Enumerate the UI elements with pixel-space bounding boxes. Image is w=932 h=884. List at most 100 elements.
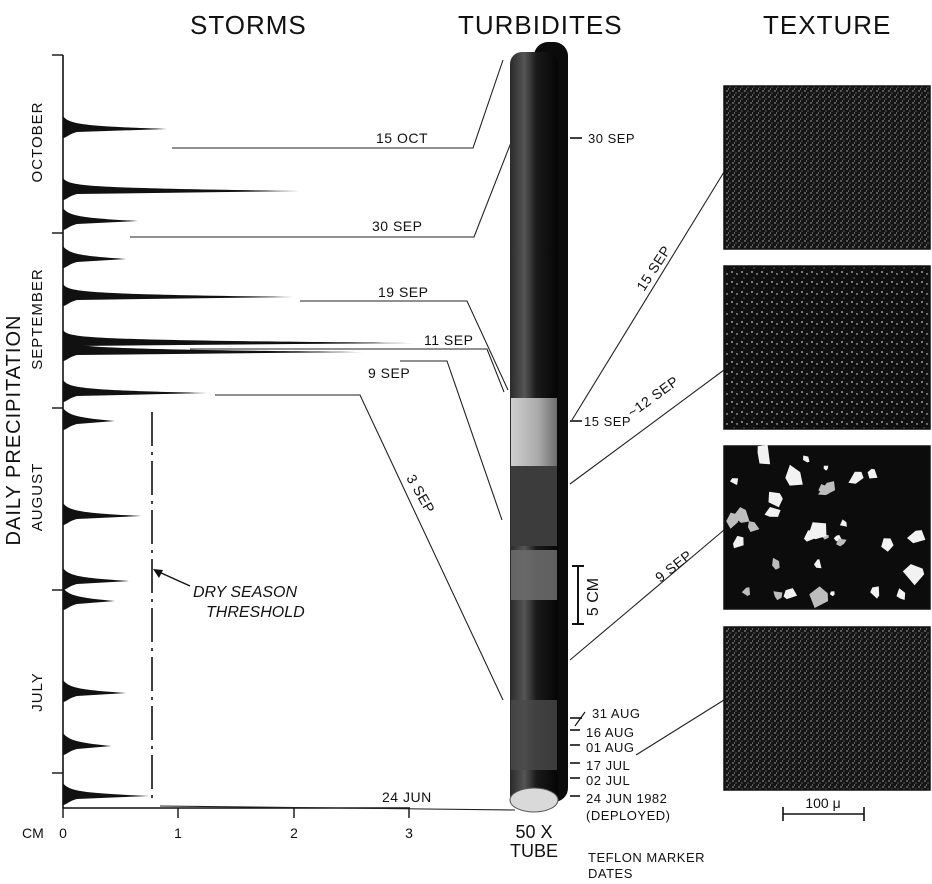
label-15-oct: 15 OCT bbox=[376, 130, 428, 146]
storm-peak-10 bbox=[63, 330, 415, 352]
footer-line1: TEFLON MARKER bbox=[588, 850, 705, 865]
label-11-sep: 11 SEP bbox=[424, 332, 473, 348]
threshold-label-line1: DRY SEASON bbox=[193, 584, 297, 601]
sediment-grain bbox=[757, 444, 771, 465]
turbidite-band-base bbox=[511, 700, 557, 770]
marker-02-jul: 02 JUL bbox=[586, 773, 630, 788]
texture-label-9-sep: 9 SEP bbox=[652, 547, 695, 586]
sediment-grain bbox=[907, 530, 926, 544]
sediment-grain bbox=[773, 591, 783, 601]
sediment-grain bbox=[726, 512, 741, 529]
x-tick-0: 0 bbox=[59, 825, 67, 841]
threshold-arrow bbox=[158, 571, 191, 587]
texture-panel-2 bbox=[723, 265, 931, 430]
storm-peak-7 bbox=[63, 408, 115, 430]
texture-panels bbox=[723, 85, 931, 791]
core-bottom bbox=[509, 787, 559, 813]
turbidite-core bbox=[509, 42, 568, 813]
tube-label-line2: TUBE bbox=[510, 841, 558, 861]
texture-label-12-sep: ~12 SEP bbox=[624, 373, 681, 421]
storm-peak-1 bbox=[63, 783, 150, 805]
marker-01-aug: 01 AUG bbox=[586, 740, 635, 755]
marker-deployed: (DEPLOYED) bbox=[586, 808, 670, 823]
texture-connectors bbox=[569, 171, 725, 756]
storm-connectors bbox=[130, 59, 516, 811]
month-october: OCTOBER bbox=[29, 102, 46, 183]
sediment-grain bbox=[785, 464, 803, 486]
marker-31-aug: 31 AUG bbox=[592, 706, 641, 721]
sediment-grain bbox=[848, 471, 864, 484]
storm-peak-12 bbox=[63, 246, 127, 268]
label-24-jun: 24 JUN bbox=[382, 789, 432, 805]
sediment-grain bbox=[829, 591, 835, 597]
storm-peak-15 bbox=[63, 116, 167, 138]
x-tick-3: 3 bbox=[405, 825, 413, 841]
label-19-sep: 19 SEP bbox=[378, 284, 428, 300]
aug-marker-bracket bbox=[574, 711, 586, 727]
sediment-grain bbox=[730, 478, 739, 485]
sediment-grain bbox=[814, 559, 822, 569]
storm-peak-13 bbox=[63, 208, 139, 230]
texture-grains bbox=[726, 444, 926, 608]
core-scale-bar bbox=[572, 565, 584, 625]
title-turbidites: TURBIDITES bbox=[458, 10, 623, 40]
sediment-grain bbox=[783, 588, 798, 600]
storm-peak-3 bbox=[63, 680, 127, 702]
month-july: JULY bbox=[29, 672, 46, 712]
x-tick-1: 1 bbox=[174, 825, 182, 841]
threshold-label-line2: THRESHOLD bbox=[206, 604, 305, 621]
marker-16-aug: 16 AUG bbox=[586, 725, 635, 740]
sediment-grain bbox=[747, 521, 760, 532]
storm-peaks bbox=[63, 116, 415, 805]
texture-panel-4 bbox=[723, 626, 931, 791]
texture-panel-1 bbox=[723, 85, 931, 250]
sediment-grain bbox=[772, 557, 780, 570]
storm-peak-6 bbox=[63, 503, 142, 525]
sediment-grain bbox=[818, 484, 829, 496]
marker-30-sep: 30 SEP bbox=[588, 131, 635, 146]
threshold-arrowhead bbox=[153, 569, 163, 578]
month-september: SEPTEMBER bbox=[29, 268, 46, 370]
month-ticks bbox=[52, 54, 63, 774]
sediment-grain bbox=[764, 507, 781, 517]
sediment-grain bbox=[808, 522, 827, 540]
x-axis-unit: CM bbox=[22, 825, 44, 841]
storm-peak-11 bbox=[63, 284, 294, 306]
month-august: AUGUST bbox=[29, 463, 46, 532]
storm-peak-14 bbox=[63, 178, 300, 200]
core-marker-ticks bbox=[570, 137, 582, 797]
storm-peak-2 bbox=[63, 733, 112, 755]
turbidite-band-upper bbox=[511, 398, 557, 466]
texture-panel-3 bbox=[723, 445, 931, 610]
sediment-grain bbox=[881, 538, 894, 552]
tube-label-line1: 50 X bbox=[515, 822, 552, 842]
label-9-sep: 9 SEP bbox=[368, 365, 410, 381]
x-ticks bbox=[62, 808, 410, 818]
storm-peak-8 bbox=[63, 380, 208, 402]
footer-line2: DATES bbox=[588, 866, 633, 881]
x-tick-2: 2 bbox=[290, 825, 298, 841]
texture-scale-bar bbox=[782, 807, 865, 821]
sediment-grain bbox=[809, 586, 829, 608]
sediment-grain bbox=[836, 538, 847, 547]
sediment-grain bbox=[733, 535, 744, 549]
sediment-grain bbox=[839, 519, 847, 527]
sediment-grain bbox=[896, 588, 906, 600]
marker-24-jun-1982: 24 JUN 1982 bbox=[586, 791, 667, 806]
label-3-sep: 3 SEP bbox=[403, 472, 438, 517]
texture-scale-label: 100 μ bbox=[805, 795, 840, 811]
scale-bar-label: 5 CM bbox=[585, 578, 602, 616]
storm-peak-4 bbox=[63, 568, 130, 590]
storm-labels: 15 OCT 30 SEP 19 SEP 11 SEP 9 SEP 3 SEP … bbox=[368, 130, 473, 805]
marker-17-jul: 17 JUL bbox=[586, 758, 630, 773]
turbidite-band-middle bbox=[511, 466, 557, 546]
storms-chart: DRY SEASON THRESHOLD OCTOBER SEPTEMBER A… bbox=[3, 54, 415, 841]
sediment-grain bbox=[741, 587, 750, 596]
label-30-sep: 30 SEP bbox=[372, 218, 422, 234]
y-axis-label: DAILY PRECIPITATION bbox=[3, 315, 25, 546]
storm-peak-5 bbox=[63, 588, 115, 610]
turbidite-band-lower bbox=[511, 550, 557, 600]
core-markers: 30 SEP 15 SEP 31 AUG 16 AUG 01 AUG 17 JU… bbox=[584, 131, 670, 823]
title-texture: TEXTURE bbox=[763, 10, 892, 40]
